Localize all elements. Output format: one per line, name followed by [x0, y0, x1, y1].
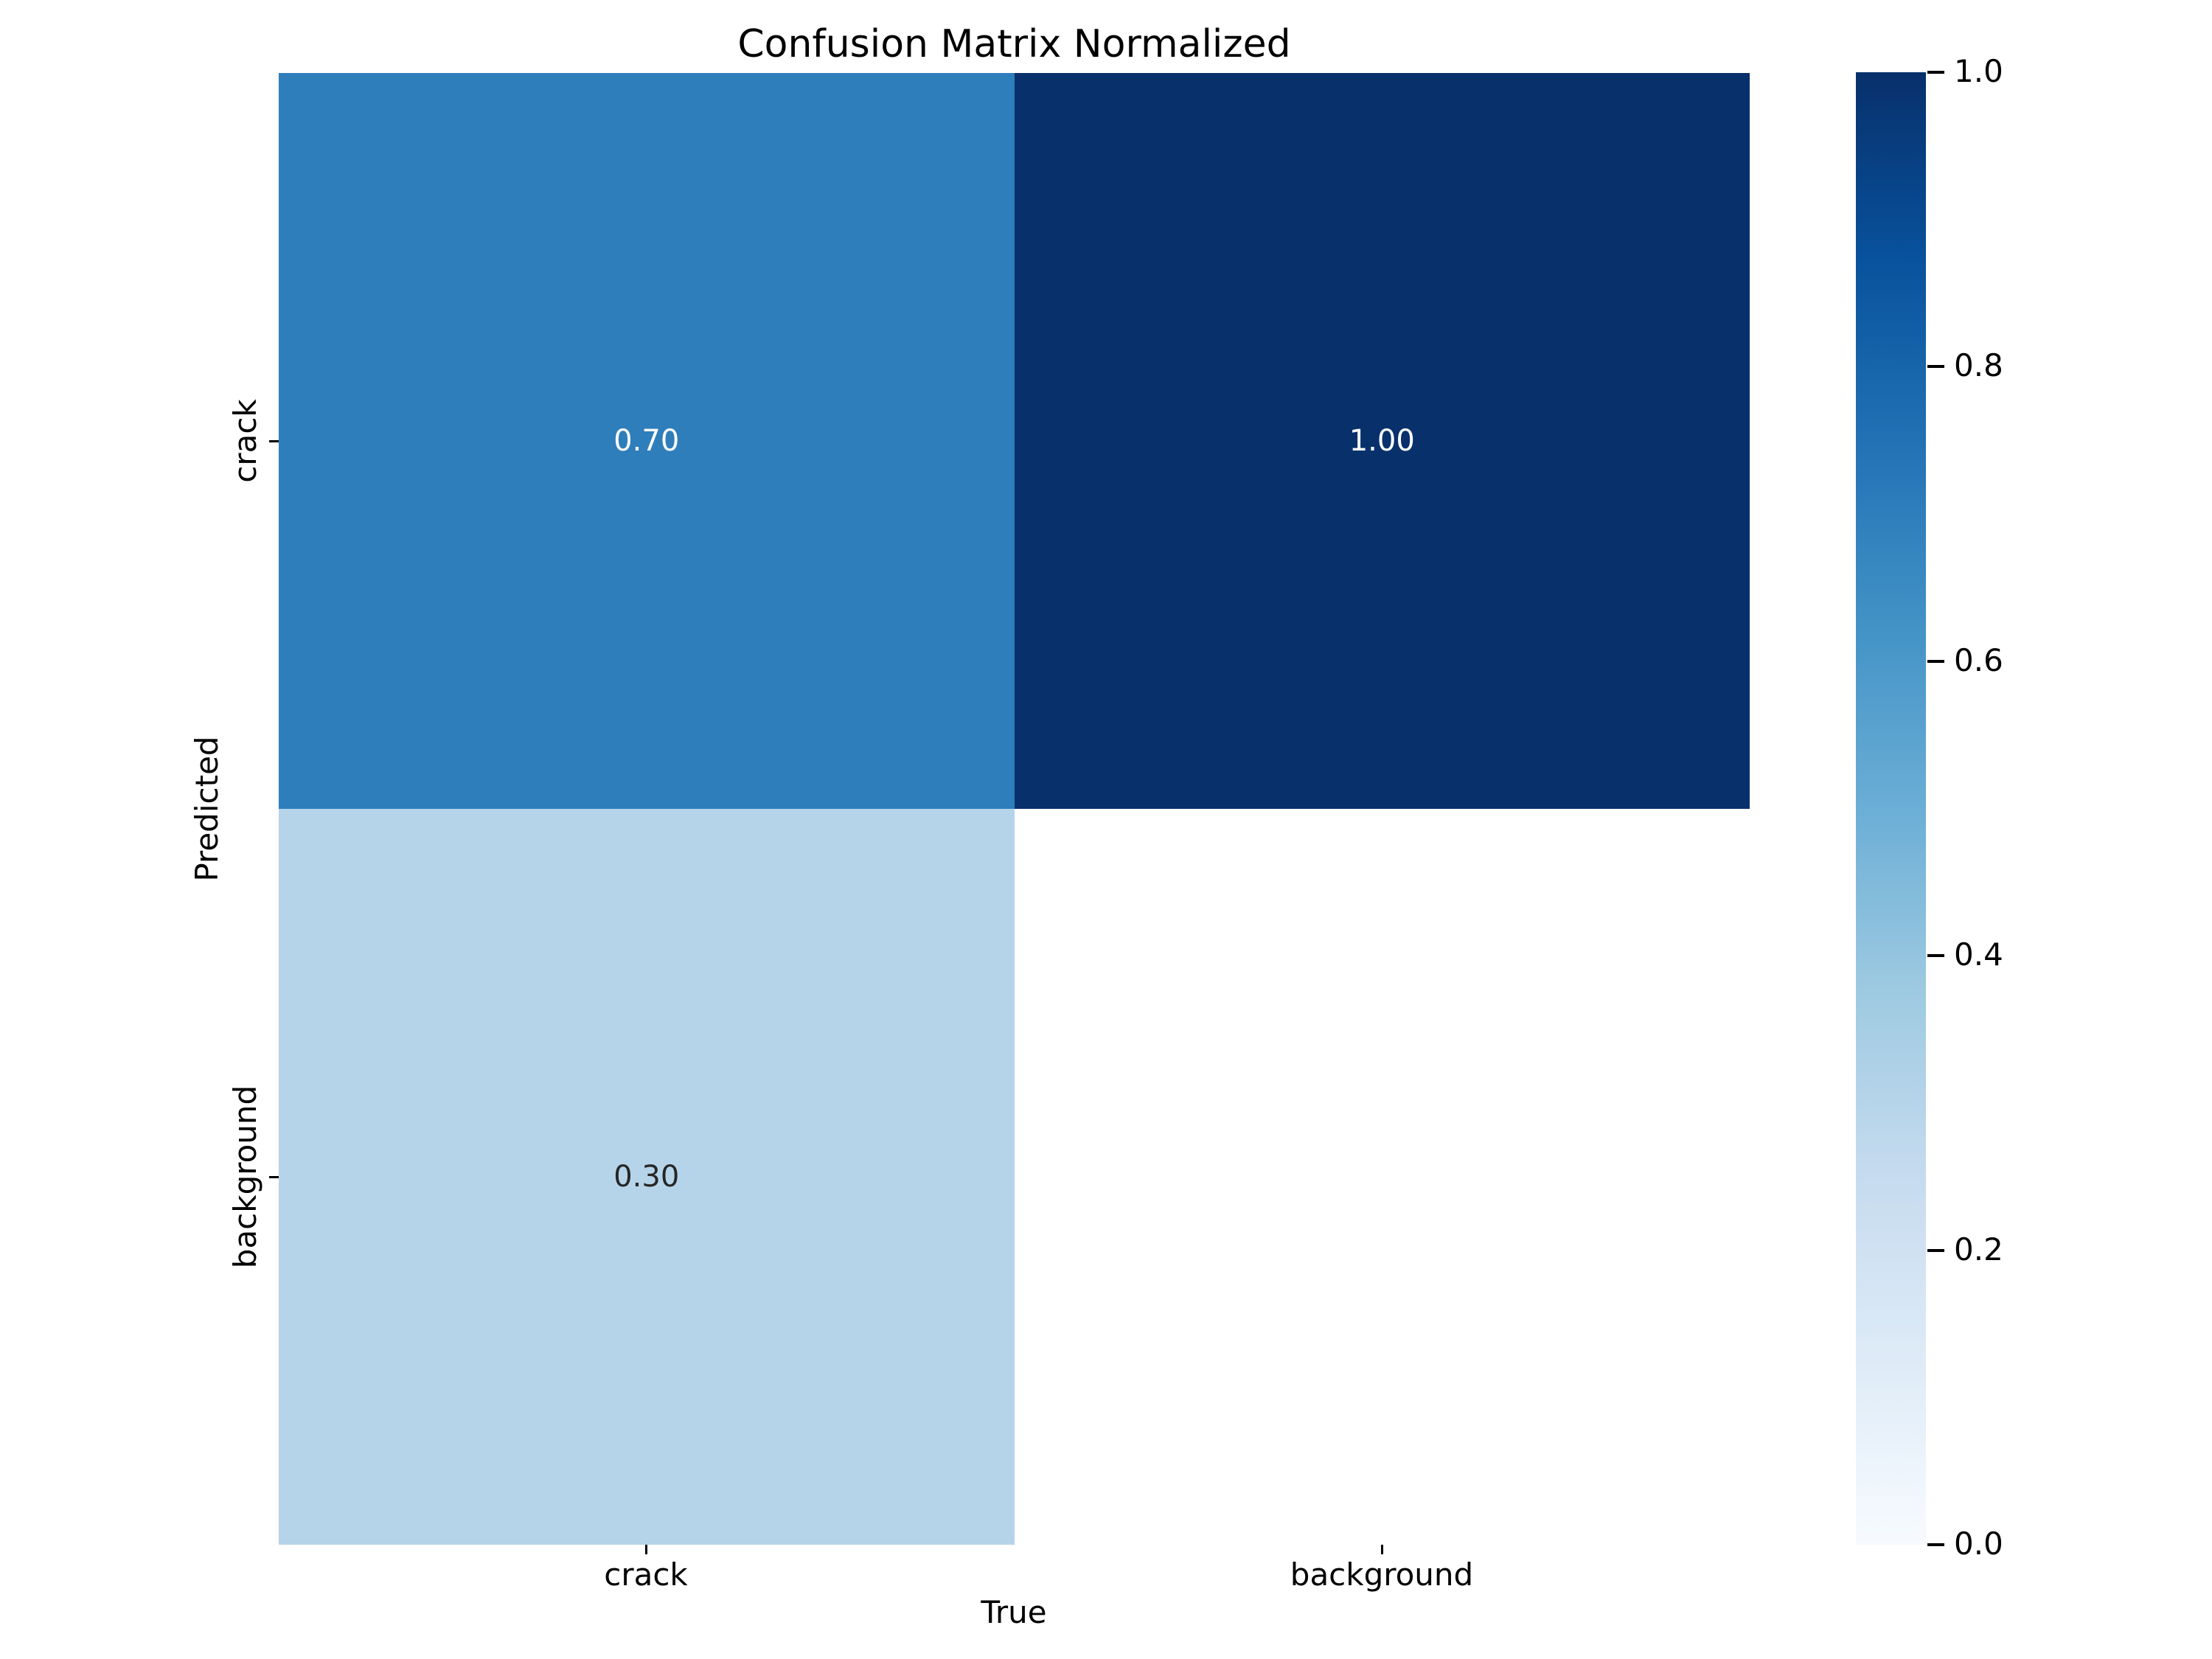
colorbar-tick-label: 0.4	[1954, 936, 2003, 973]
colorbar-tick-label: 0.6	[1954, 641, 2003, 678]
x-tick-label-crack: crack	[604, 1557, 688, 1593]
x-tick-label-background: background	[1290, 1557, 1474, 1593]
cell-value-label: 0.30	[613, 1160, 680, 1194]
heatmap-grid: 0.70 1.00 0.30	[279, 73, 1750, 1545]
colorbar-gradient	[1856, 72, 1926, 1545]
y-axis-label: Predicted	[189, 736, 225, 882]
colorbar: 1.0 0.8 0.6 0.4 0.2 0.0	[1856, 53, 2003, 1562]
colorbar-tick-label: 0.8	[1954, 347, 2003, 384]
cell-value-label: 1.00	[1349, 424, 1415, 458]
x-tick-mark-background	[1381, 1545, 1383, 1554]
colorbar-tick-mark	[1927, 659, 1944, 663]
colorbar-tick-mark	[1927, 1543, 1944, 1546]
y-tick-mark-crack	[269, 440, 279, 442]
colorbar-tick-label: 0.0	[1954, 1526, 2003, 1562]
heatmap-cell-background-background	[1014, 809, 1750, 1545]
colorbar-tick-mark	[1927, 71, 1944, 74]
y-tick-label-crack: crack	[227, 399, 263, 483]
heatmap-cell-crack-crack: 0.70	[279, 73, 1015, 809]
colorbar-tick-mark	[1927, 1248, 1944, 1252]
colorbar-tick-label: 1.0	[1954, 53, 2003, 89]
colorbar-tick-mark	[1927, 365, 1944, 369]
y-tick-label-background: background	[227, 1085, 263, 1269]
colorbar-tick-mark	[1927, 954, 1944, 958]
colorbar-tick-label: 0.2	[1954, 1231, 2003, 1267]
x-axis-label: True	[981, 1594, 1047, 1630]
y-tick-mark-background	[269, 1176, 279, 1178]
cell-value-label: 0.70	[613, 424, 680, 458]
x-tick-mark-crack	[645, 1545, 647, 1554]
heatmap-cell-background-crack: 0.30	[279, 809, 1015, 1545]
chart-title: Confusion Matrix Normalized	[737, 22, 1291, 66]
heatmap-cell-crack-background: 1.00	[1014, 73, 1750, 809]
